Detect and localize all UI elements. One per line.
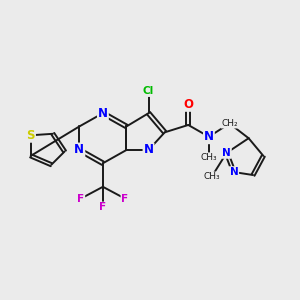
Text: O: O bbox=[183, 98, 193, 111]
Text: CH₃: CH₃ bbox=[203, 172, 220, 181]
Text: N: N bbox=[98, 107, 108, 120]
Text: N: N bbox=[222, 148, 231, 158]
Text: N: N bbox=[143, 143, 154, 157]
Text: N: N bbox=[230, 167, 238, 177]
Text: N: N bbox=[74, 143, 84, 157]
Text: CH₂: CH₂ bbox=[221, 119, 238, 128]
Text: N: N bbox=[204, 130, 214, 143]
Text: S: S bbox=[26, 129, 35, 142]
Text: F: F bbox=[99, 202, 106, 212]
Text: F: F bbox=[122, 194, 128, 204]
Text: Cl: Cl bbox=[143, 86, 154, 96]
Text: CH₃: CH₃ bbox=[201, 153, 217, 162]
Text: F: F bbox=[77, 194, 84, 204]
